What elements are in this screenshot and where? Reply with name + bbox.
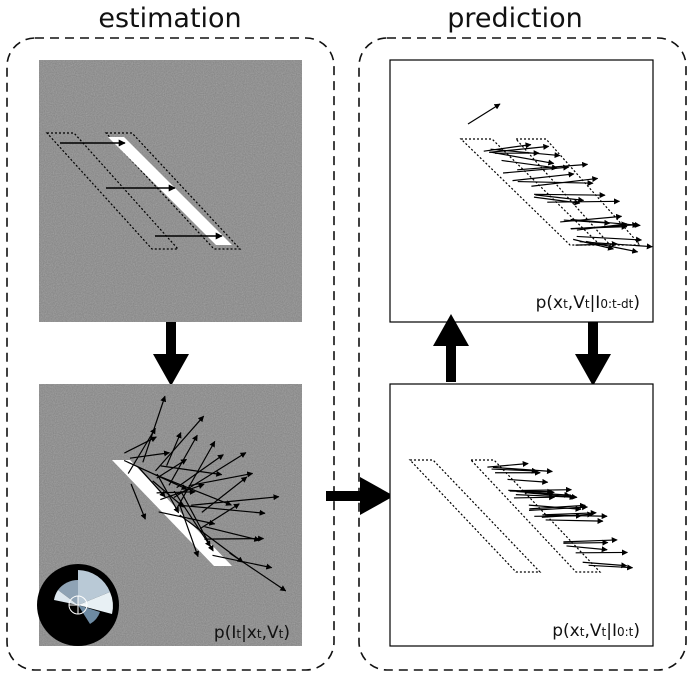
prediction-top-panel: p(xt,Vt|I0:t-dt) <box>389 59 654 323</box>
arrow-down-prediction <box>575 322 611 386</box>
particle-arrow <box>490 148 561 159</box>
estimation-top-panel <box>39 60 302 322</box>
prediction-group <box>358 37 687 671</box>
particle-arrow <box>512 171 575 182</box>
predicted-region-outline <box>514 138 642 246</box>
panel-frame <box>389 383 654 647</box>
particle-arrow <box>229 552 287 592</box>
predicted-region-outline <box>459 138 602 246</box>
particle-arrow <box>563 539 609 546</box>
particle-arrow <box>491 467 538 474</box>
particle-arrow <box>155 415 205 472</box>
arrow-up-prediction <box>433 314 469 382</box>
particle-arrow <box>501 159 558 171</box>
particle-arrow <box>179 505 200 558</box>
prior-region-outline <box>45 132 180 250</box>
particle-arrow <box>582 561 628 569</box>
particle-arrow <box>573 238 614 251</box>
particle-arrow <box>204 526 261 542</box>
particle-arrow <box>467 103 501 125</box>
particle-arrow <box>204 535 265 542</box>
direction-histogram-icon <box>37 564 119 646</box>
particle-arrow <box>513 494 556 501</box>
particle-arrow <box>563 219 611 226</box>
particle-arrow <box>507 478 549 485</box>
particle-arrow <box>576 221 628 231</box>
estimation-bottom-panel: p(It|xt,Vt) <box>37 384 302 646</box>
particle-arrow <box>127 427 156 474</box>
particle-arrow <box>124 436 157 454</box>
particle-arrow <box>152 480 185 508</box>
particle-arrow <box>129 450 170 459</box>
particle-arrow <box>212 554 273 570</box>
prediction-bottom-panel: p(xt,Vt|I0:t) <box>389 383 654 647</box>
arrow-right-update <box>326 477 394 515</box>
particle-arrow <box>547 198 621 205</box>
particle-arrow <box>483 142 532 152</box>
particle-arrow <box>156 488 196 495</box>
particle-arrow <box>158 511 216 526</box>
particle-arrow <box>492 466 553 475</box>
posterior-label: p(xt,Vt|I0:t) <box>552 621 640 641</box>
particle-arrow <box>201 476 248 513</box>
estimation-group <box>6 37 335 671</box>
particle-arrow <box>517 180 594 187</box>
particle-arrow <box>509 489 555 496</box>
particle-arrow <box>142 395 167 463</box>
particle-arrow <box>533 196 581 206</box>
particle-arrow <box>199 503 240 530</box>
particle-arrow <box>489 151 555 166</box>
particle-arrow <box>534 192 606 199</box>
particle-arrow <box>180 504 266 516</box>
particle-arrow <box>566 545 608 553</box>
heading-prediction: prediction <box>447 3 582 34</box>
particle-arrow <box>502 164 570 174</box>
posterior-arrows <box>487 461 634 571</box>
moving-bar <box>112 460 232 566</box>
particle-arrow <box>123 459 188 490</box>
likelihood-arrows <box>123 395 287 592</box>
previous-region-outline <box>408 459 542 573</box>
prediction-label: p(xt,Vt|I0:t-dt) <box>536 293 640 313</box>
particle-arrow <box>166 432 182 466</box>
heading-estimation: estimation <box>98 3 241 34</box>
particle-arrow <box>173 490 211 547</box>
particle-arrow <box>528 504 582 512</box>
particle-arrow <box>489 143 550 153</box>
particle-arrow <box>541 511 594 518</box>
particle-arrow <box>545 517 604 524</box>
particle-arrow <box>156 458 187 479</box>
particle-arrow <box>191 494 280 506</box>
particle-arrow <box>521 486 572 493</box>
particle-arrow <box>176 440 216 509</box>
particle-arrow <box>525 492 578 500</box>
particle-arrow <box>137 466 166 498</box>
arrow-down-estimation <box>153 322 189 386</box>
panel-frame <box>389 59 654 323</box>
posterior-region-outline <box>469 459 602 573</box>
prediction-arrows <box>467 103 653 254</box>
current-region-outline <box>104 132 242 250</box>
particle-arrow <box>487 461 529 468</box>
particle-arrow <box>130 483 147 520</box>
particle-arrow <box>576 235 643 243</box>
particle-arrow <box>585 240 639 254</box>
particle-arrow <box>173 452 247 499</box>
likelihood-label: p(It|xt,Vt) <box>214 623 290 643</box>
particle-arrow <box>563 537 618 544</box>
particle-arrow <box>160 465 223 477</box>
particle-arrow <box>517 161 589 171</box>
particle-arrow <box>515 494 576 501</box>
